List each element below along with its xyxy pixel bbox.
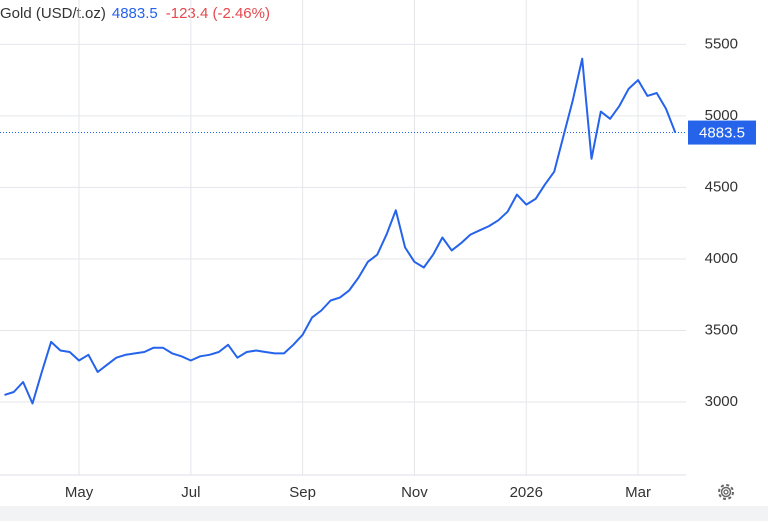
x-tick-label: Jul xyxy=(181,484,200,501)
price-tag xyxy=(688,120,756,145)
price-line xyxy=(4,57,677,405)
gear-ring xyxy=(720,486,732,498)
x-tick-label: Mar xyxy=(625,484,651,501)
footer-strip xyxy=(0,506,768,521)
x-tick-label: 2026 xyxy=(510,484,543,501)
y-tick-label: 5000 xyxy=(705,107,738,124)
chart-title: Gold (USD/t.oz) xyxy=(0,5,106,22)
gear-teeth xyxy=(718,484,734,500)
price-tag-label: 4883.5 xyxy=(699,125,745,142)
header-price: 4883.5 xyxy=(112,5,158,22)
x-tick-label: Sep xyxy=(289,484,316,501)
header-change: -123.4 (-2.46%) xyxy=(166,5,270,22)
x-tick-label: May xyxy=(65,484,94,501)
x-tick-label: Nov xyxy=(401,484,428,501)
grid xyxy=(0,0,686,475)
y-tick-label: 5500 xyxy=(705,35,738,52)
y-tick-label: 3000 xyxy=(705,393,738,410)
settings-icon[interactable] xyxy=(718,484,734,500)
gear-hub xyxy=(723,489,729,495)
y-tick-label: 3500 xyxy=(705,321,738,338)
y-tick-label: 4500 xyxy=(705,178,738,195)
y-tick-label: 4000 xyxy=(705,250,738,267)
